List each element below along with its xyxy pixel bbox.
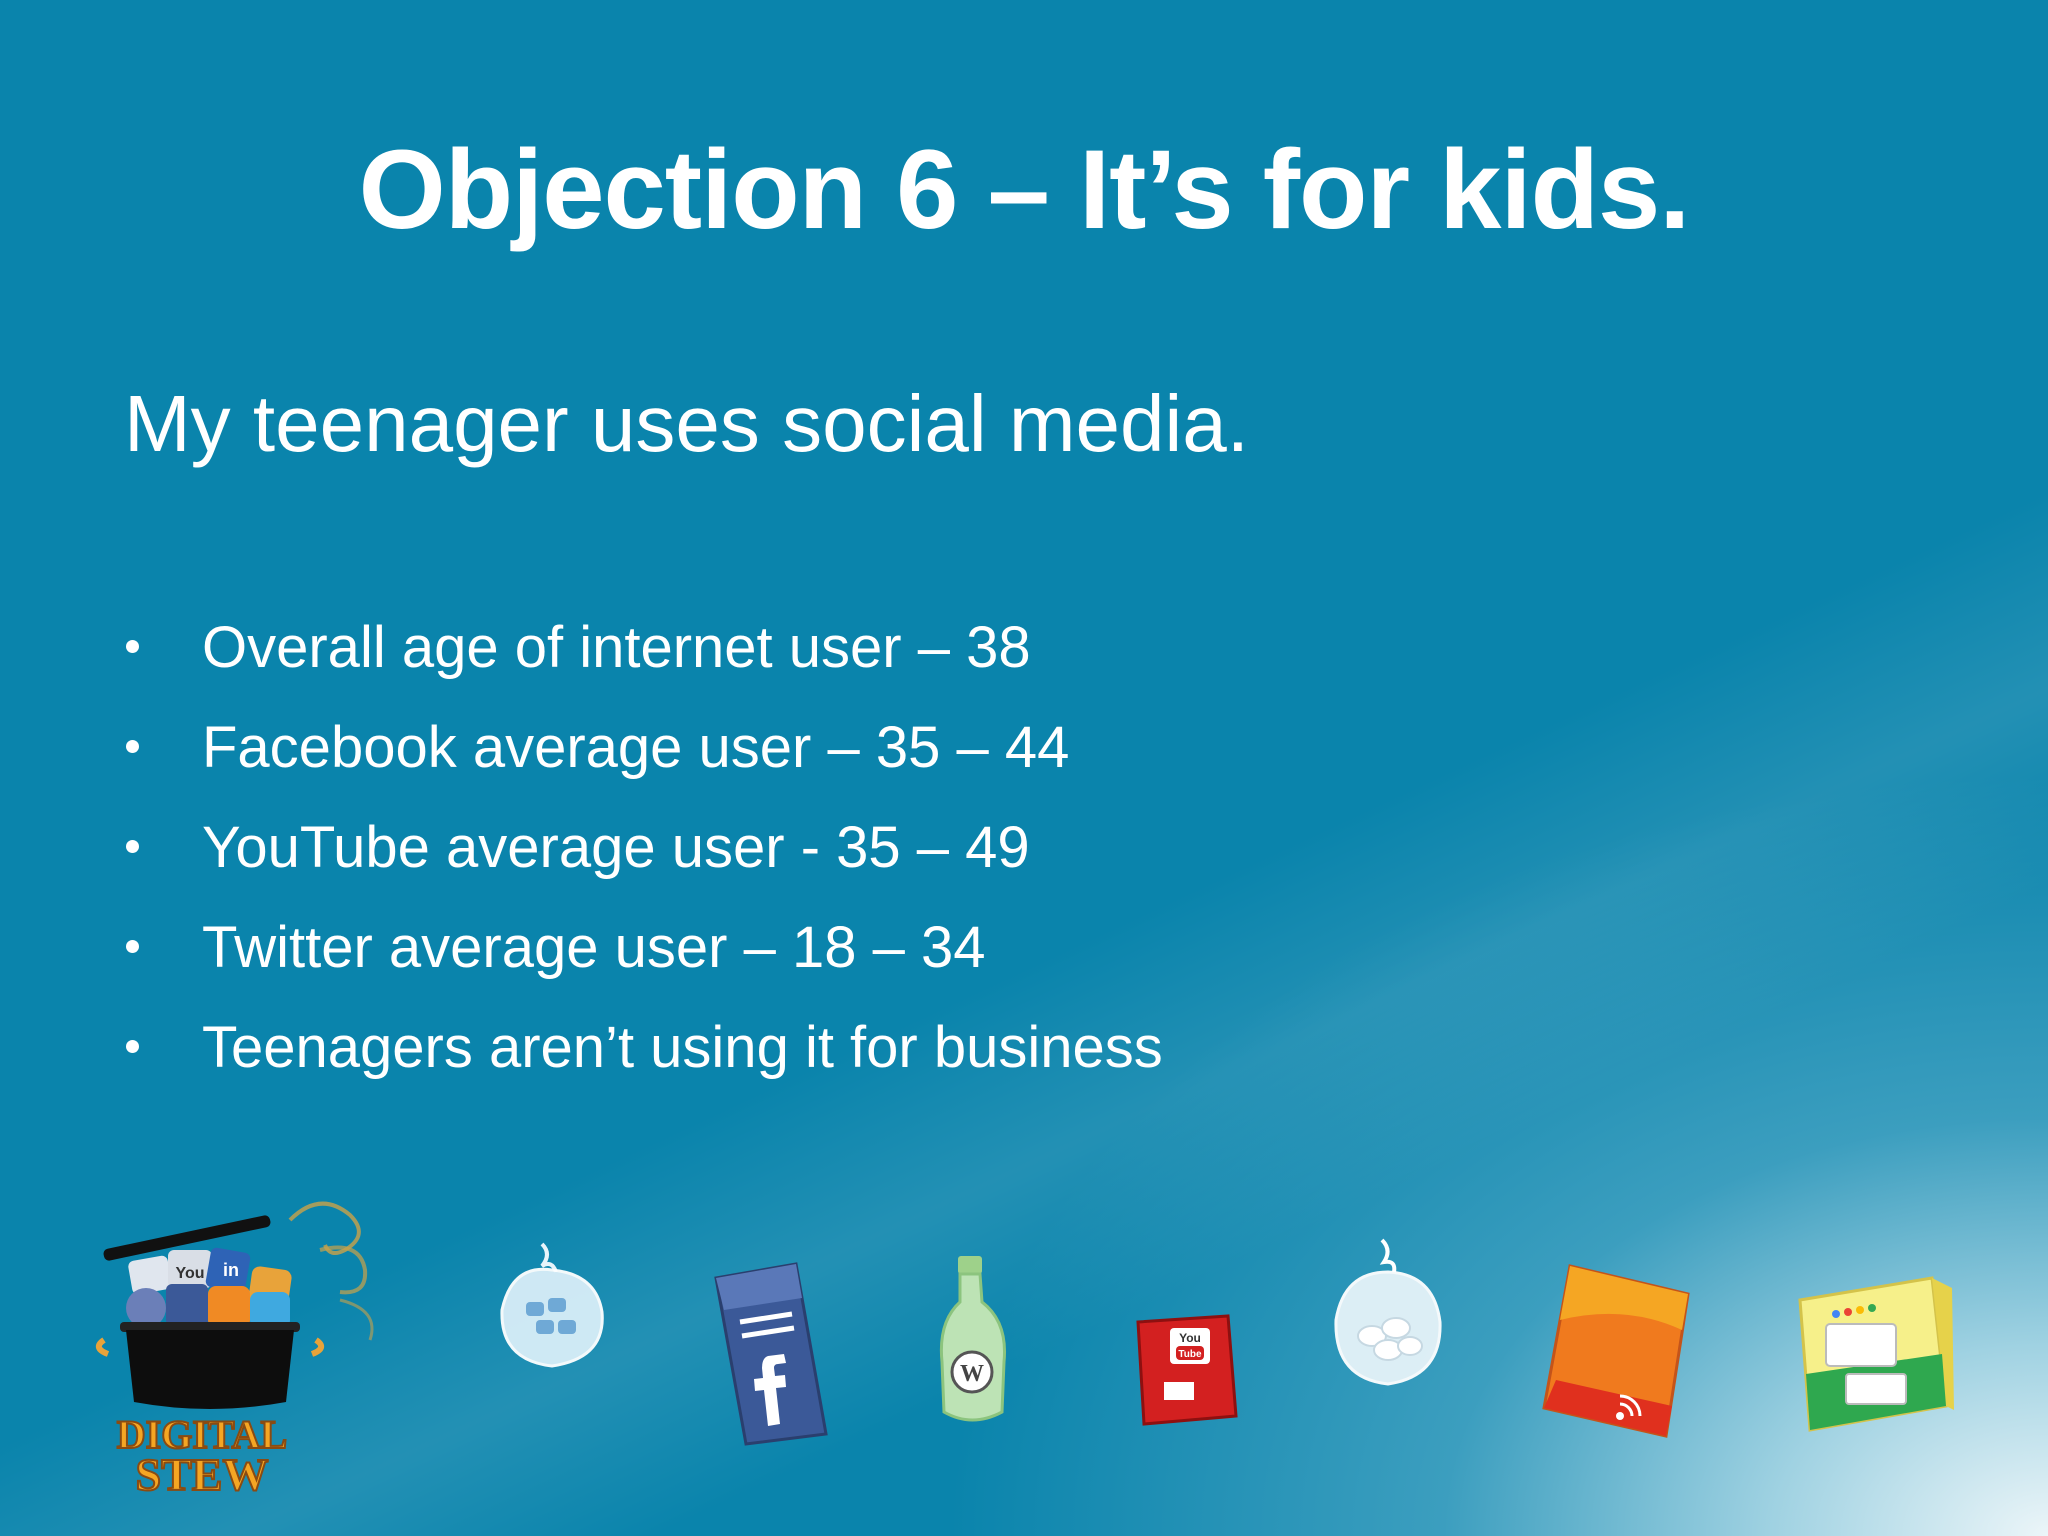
bullet-item: Overall age of internet user – 38 (124, 598, 1163, 698)
facebook-package-icon (714, 1262, 828, 1446)
slide-subtitle: My teenager uses social media. (124, 379, 1249, 468)
bullet-dot-icon (126, 640, 139, 653)
bullet-item: Facebook average user – 35 – 44 (124, 698, 1163, 798)
logo-text-line1: DIGITAL (117, 1412, 287, 1457)
google-box-icon (1798, 1276, 1954, 1432)
bullet-text: Twitter average user – 18 – 34 (202, 915, 986, 980)
bullet-dot-icon (126, 1040, 139, 1053)
logo-pot-label: You (175, 1265, 204, 1282)
bullet-item: YouTube average user - 35 – 49 (124, 798, 1163, 898)
bullet-text: Facebook average user – 35 – 44 (202, 715, 1070, 780)
bullet-text: Teenagers aren’t using it for business (202, 1015, 1163, 1080)
digital-stew-logo: You in DIGITAL STEW (95, 1201, 374, 1500)
logo-text-line2: STEW (136, 1449, 269, 1500)
bag-ice-icon (1334, 1238, 1442, 1386)
bullet-dot-icon (126, 940, 139, 953)
youtube-label-1: You (1179, 1331, 1201, 1345)
youtube-box-icon: You Tube (1136, 1314, 1238, 1426)
bag-twitter-icon (500, 1242, 604, 1368)
rss-chip-bag-icon (1542, 1264, 1690, 1438)
slide-title: Objection 6 – It’s for kids. (358, 127, 1691, 252)
bullet-text: YouTube average user - 35 – 49 (202, 815, 1030, 880)
logo-pot-label: in (223, 1260, 239, 1280)
bullet-item: Teenagers aren’t using it for business (124, 998, 1163, 1098)
svg-text:W: W (960, 1361, 984, 1387)
wordpress-bottle-icon: W (939, 1256, 1007, 1422)
youtube-label-2: Tube (1178, 1349, 1202, 1360)
bullet-dot-icon (126, 740, 139, 753)
bullet-dot-icon (126, 840, 139, 853)
bullet-text: Overall age of internet user – 38 (202, 615, 1031, 680)
bullet-list: Overall age of internet user – 38 Facebo… (124, 598, 1163, 1098)
bullet-item: Twitter average user – 18 – 34 (124, 898, 1163, 998)
